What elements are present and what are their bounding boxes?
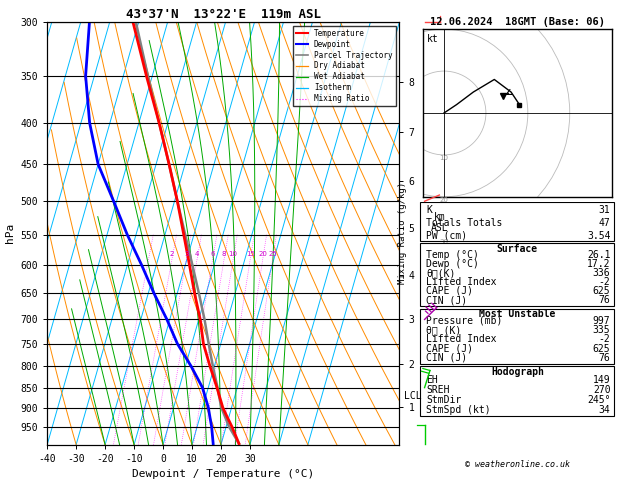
Text: Temp (°C): Temp (°C) <box>426 250 479 260</box>
Text: 25: 25 <box>268 251 277 257</box>
Text: 17.2: 17.2 <box>587 259 611 269</box>
Text: 625: 625 <box>593 344 611 354</box>
Bar <box>420 309 615 364</box>
Text: Totals Totals: Totals Totals <box>426 218 503 227</box>
Text: StmSpd (kt): StmSpd (kt) <box>426 405 491 415</box>
Text: CIN (J): CIN (J) <box>426 353 467 363</box>
Text: θᴄ (K): θᴄ (K) <box>426 325 462 335</box>
Text: 12.06.2024  18GMT (Base: 06): 12.06.2024 18GMT (Base: 06) <box>430 17 605 27</box>
Text: 997: 997 <box>593 316 611 326</box>
Text: Pressure (mb): Pressure (mb) <box>426 316 503 326</box>
Text: 20: 20 <box>440 197 448 203</box>
Text: SREH: SREH <box>426 385 450 395</box>
Text: 30: 30 <box>440 239 448 245</box>
Y-axis label: hPa: hPa <box>5 223 15 243</box>
Text: 2: 2 <box>170 251 174 257</box>
Text: 15: 15 <box>246 251 255 257</box>
Text: Surface: Surface <box>497 243 538 254</box>
Text: 3: 3 <box>184 251 189 257</box>
Text: Lifted Index: Lifted Index <box>426 334 497 345</box>
Text: © weatheronline.co.uk: © weatheronline.co.uk <box>465 460 570 469</box>
Text: K: K <box>426 205 432 214</box>
Text: Mixing Ratio (g/kg): Mixing Ratio (g/kg) <box>398 182 407 284</box>
Text: 336: 336 <box>593 268 611 278</box>
Text: 34: 34 <box>599 405 611 415</box>
Title: 43°37'N  13°22'E  119m ASL: 43°37'N 13°22'E 119m ASL <box>126 8 321 21</box>
Text: 8: 8 <box>222 251 226 257</box>
Text: Most Unstable: Most Unstable <box>479 309 555 319</box>
Text: 335: 335 <box>593 325 611 335</box>
Text: 26.1: 26.1 <box>587 250 611 260</box>
Text: θᴄ(K): θᴄ(K) <box>426 268 455 278</box>
Text: PW (cm): PW (cm) <box>426 230 467 241</box>
Text: Dewp (°C): Dewp (°C) <box>426 259 479 269</box>
Y-axis label: km
ASL: km ASL <box>430 212 448 233</box>
Text: 76: 76 <box>599 295 611 305</box>
Text: Lifted Index: Lifted Index <box>426 277 497 287</box>
Text: 245°: 245° <box>587 395 611 405</box>
Text: 10: 10 <box>440 155 448 161</box>
Text: 625: 625 <box>593 286 611 296</box>
Text: 31: 31 <box>599 205 611 214</box>
Text: 270: 270 <box>593 385 611 395</box>
Text: kt: kt <box>427 34 438 44</box>
X-axis label: Dewpoint / Temperature (°C): Dewpoint / Temperature (°C) <box>132 469 314 479</box>
Text: 149: 149 <box>593 375 611 385</box>
Bar <box>420 243 615 306</box>
Text: -2: -2 <box>599 277 611 287</box>
Text: 10: 10 <box>229 251 238 257</box>
Legend: Temperature, Dewpoint, Parcel Trajectory, Dry Adiabat, Wet Adiabat, Isotherm, Mi: Temperature, Dewpoint, Parcel Trajectory… <box>293 26 396 106</box>
Bar <box>420 366 615 416</box>
Text: EH: EH <box>426 375 438 385</box>
Text: CIN (J): CIN (J) <box>426 295 467 305</box>
Text: CAPE (J): CAPE (J) <box>426 344 473 354</box>
Text: 4: 4 <box>195 251 199 257</box>
Text: 3.54: 3.54 <box>587 230 611 241</box>
Bar <box>420 202 615 241</box>
Text: Hodograph: Hodograph <box>491 367 544 377</box>
Text: LCL: LCL <box>404 391 421 401</box>
Text: StmDir: StmDir <box>426 395 462 405</box>
Text: 6: 6 <box>210 251 215 257</box>
Text: -2: -2 <box>599 334 611 345</box>
Text: CAPE (J): CAPE (J) <box>426 286 473 296</box>
Text: 47: 47 <box>599 218 611 227</box>
Text: 20: 20 <box>259 251 267 257</box>
Text: 76: 76 <box>599 353 611 363</box>
